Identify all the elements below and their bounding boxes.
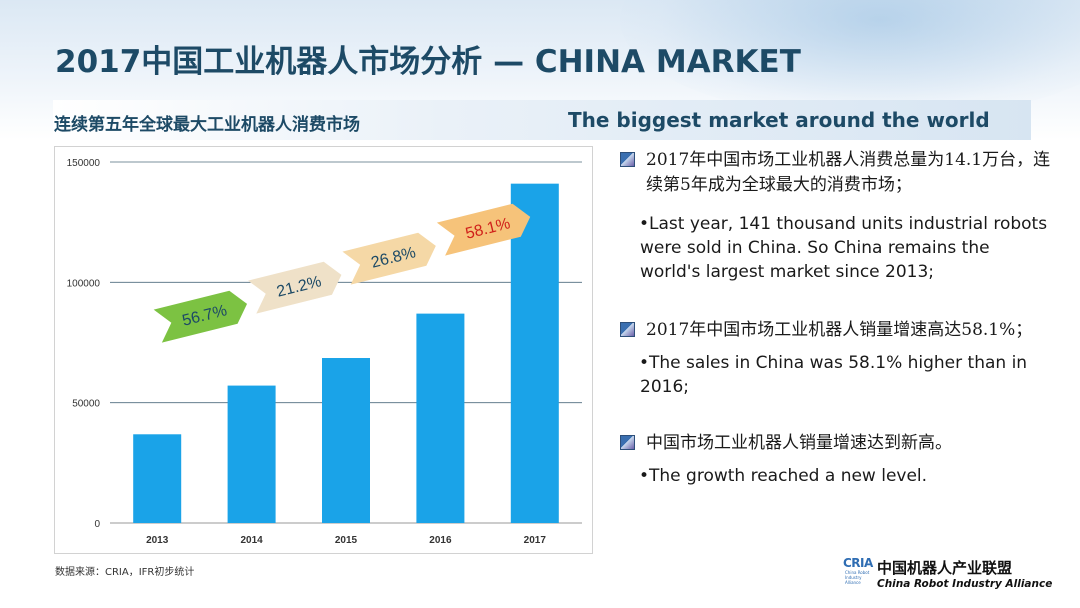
y-tick-label: 0: [94, 519, 100, 530]
logo-mark-small-text: China Robot Industry Alliance: [845, 570, 870, 585]
growth-arrow: 58.1%: [436, 203, 531, 256]
data-source-note: 数据来源：CRIA，IFR初步统计: [55, 567, 195, 578]
bar: [416, 313, 465, 523]
x-tick-label: 2017: [524, 535, 547, 546]
growth-arrow-shape: [248, 261, 342, 314]
point-3-chinese: 中国市场工业机器人销量增速达到新高。: [646, 433, 952, 453]
logo-mark-text: CRIA: [843, 556, 873, 570]
growth-arrow-shape: [436, 203, 531, 256]
bullet-square-icon: [620, 152, 635, 167]
bar: [227, 385, 276, 523]
x-tick-label: 2014: [240, 535, 263, 546]
growth-arrow: 26.8%: [342, 232, 436, 285]
point-2-english: •The sales in China was 58.1% higher tha…: [639, 353, 1028, 397]
logo-chinese-name: 中国机器人产业联盟: [877, 559, 1013, 577]
point-3-english: •The growth reached a new level.: [639, 466, 928, 486]
logo-english-name: China Robot Industry Alliance: [877, 578, 1053, 590]
right-panel: 2017年中国市场工业机器人消费总量为14.1万台，连续第5年成为全球最大的消费…: [620, 146, 1060, 488]
point-1-english: •Last year, 141 thousand units industria…: [639, 214, 1048, 282]
bar: [510, 183, 559, 523]
subtitle-chinese: 连续第五年全球最大工业机器人消费市场: [54, 115, 360, 135]
x-tick-label: 2016: [429, 535, 452, 546]
bullet-square-icon: [620, 322, 635, 337]
y-tick-label: 150000: [67, 158, 101, 169]
subtitle-english: The biggest market around the world: [568, 108, 990, 132]
bar: [133, 434, 182, 523]
point-3: 中国市场工业机器人销量增速达到新高。: [620, 431, 1060, 456]
y-tick-label: 100000: [67, 278, 101, 289]
point-2: 2017年中国市场工业机器人销量增速高达58.1%；: [620, 318, 1060, 343]
x-tick-label: 2015: [335, 535, 358, 546]
point-2-chinese: 2017年中国市场工业机器人销量增速高达58.1%；: [646, 320, 1033, 340]
x-tick-label: 2013: [146, 535, 169, 546]
subtitle-bar: [53, 100, 1031, 140]
point-1: 2017年中国市场工业机器人消费总量为14.1万台，连续第5年成为全球最大的消费…: [620, 148, 1060, 198]
chart-panel: 0 50000 100000 150000 2013 2014 2015 2016 2017 56…: [54, 146, 593, 554]
growth-arrow-shape: [342, 232, 436, 285]
cria-logo-mark: CRIA China Robot Industry Alliance: [843, 556, 875, 593]
bar-chart: 0 50000 100000 150000 2013 2014 2015 2016 2017 56…: [67, 158, 582, 546]
y-tick-label: 50000: [72, 399, 100, 410]
bar: [322, 358, 370, 523]
page-title: 2017中国工业机器人市场分析 — CHINA MARKET: [55, 44, 801, 80]
point-1-chinese: 2017年中国市场工业机器人消费总量为14.1万台，连续第5年成为全球最大的消费…: [646, 150, 1051, 195]
bullet-square-icon: [620, 435, 635, 450]
alliance-logo: CRIA China Robot Industry Alliance 中国机器人…: [843, 556, 1052, 597]
growth-arrow: 21.2%: [248, 261, 342, 314]
growth-arrow: 56.7%: [153, 290, 248, 343]
growth-arrow-shape: [153, 290, 248, 343]
